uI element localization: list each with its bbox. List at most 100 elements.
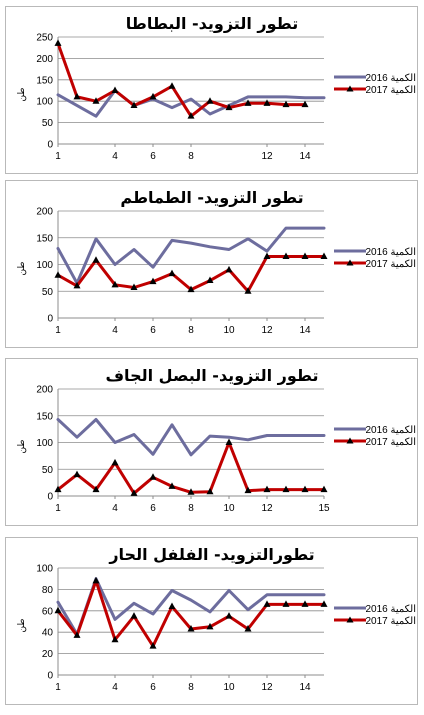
- data-point-marker: [54, 606, 62, 614]
- x-tick-label: 6: [150, 325, 156, 336]
- data-point-marker: [73, 92, 81, 100]
- data-point-marker: [168, 602, 176, 610]
- data-point-marker: [282, 485, 290, 493]
- y-axis-label: طن: [17, 439, 27, 453]
- legend-marker: [346, 259, 354, 266]
- y-tick-label: 150: [36, 233, 53, 244]
- y-tick-label: 150: [36, 411, 53, 422]
- x-tick-label: 14: [299, 325, 311, 336]
- data-point-marker: [244, 99, 252, 106]
- x-tick-label: 14: [299, 151, 311, 162]
- y-tick-label: 100: [36, 260, 53, 271]
- series-line-2016: [56, 577, 326, 636]
- chart-panel-pepper: تطورالتزويد- الفلفل الحار 0 20 40 60 80 100 1 4 6…: [5, 537, 418, 705]
- legend-marker: [346, 85, 354, 92]
- legend-label: 2016 الكمية: [365, 73, 416, 84]
- data-point-marker: [225, 103, 233, 111]
- data-point-marker: [149, 642, 157, 649]
- data-point-marker: [111, 458, 119, 466]
- y-tick-label: 50: [42, 287, 54, 298]
- x-tick-label: 1: [55, 682, 61, 693]
- y-tick-label: 100: [36, 97, 53, 108]
- data-point-marker: [111, 635, 119, 643]
- y-tick-label: 20: [42, 649, 54, 660]
- data-point-marker: [225, 438, 233, 445]
- data-point-marker: [149, 277, 157, 285]
- legend-label: 2017 الكمية: [365, 437, 416, 448]
- data-point-marker: [263, 485, 271, 493]
- chart-title: تطور التزويد- البصل الجاف: [105, 366, 318, 385]
- data-point-marker: [111, 280, 119, 288]
- data-point-marker: [187, 112, 195, 119]
- data-point-marker: [282, 600, 290, 607]
- data-point-marker: [187, 488, 195, 495]
- data-point-marker: [225, 612, 233, 619]
- data-point-marker: [73, 470, 81, 478]
- data-point-marker: [130, 283, 138, 291]
- data-point-marker: [149, 473, 157, 480]
- chart-title: تطور التزويد- البطاطا: [126, 14, 298, 33]
- x-tick-label: 6: [150, 151, 156, 162]
- chart-panel-potato: تطور التزويد- البطاطا 0 50 100 150 200 250 1 4 6 8…: [5, 6, 418, 174]
- legend-label: 2017 الكمية: [365, 616, 416, 627]
- y-tick-label: 0: [47, 671, 53, 682]
- data-point-marker: [320, 485, 328, 493]
- y-tick-label: 50: [42, 118, 54, 129]
- data-point-marker: [301, 485, 309, 493]
- data-point-marker: [54, 485, 62, 493]
- x-tick-label: 12: [261, 503, 273, 514]
- legend-label: 2017 الكمية: [365, 259, 416, 270]
- y-axis-label: طن: [17, 261, 27, 275]
- x-tick-label: 12: [261, 151, 273, 162]
- x-tick-label: 12: [261, 325, 273, 336]
- x-tick-label: 12: [261, 682, 273, 693]
- data-point-marker: [320, 252, 328, 259]
- data-point-marker: [130, 489, 138, 496]
- data-point-marker: [92, 256, 100, 263]
- data-point-marker: [320, 600, 328, 607]
- y-axis-label: طن: [17, 87, 27, 101]
- y-tick-label: 40: [42, 628, 54, 639]
- x-tick-label: 4: [112, 503, 118, 514]
- y-tick-label: 80: [42, 585, 54, 596]
- data-point-marker: [206, 487, 214, 495]
- y-tick-label: 0: [47, 492, 53, 503]
- series-line-2016: [56, 226, 326, 285]
- data-point-marker: [130, 101, 138, 108]
- x-tick-label: 8: [188, 151, 194, 162]
- x-tick-label: 6: [150, 682, 156, 693]
- x-tick-label: 1: [55, 151, 61, 162]
- chart-title: تطورالتزويد- الفلفل الحار: [108, 545, 314, 564]
- x-tick-label: 10: [223, 503, 235, 514]
- data-point-marker: [187, 285, 195, 293]
- x-tick-label: 4: [112, 682, 118, 693]
- x-tick-label: 10: [223, 325, 235, 336]
- x-tick-label: 14: [299, 682, 311, 693]
- data-point-marker: [168, 269, 176, 277]
- data-point-marker: [282, 252, 290, 259]
- chart-title: تطور التزويد- الطماطم: [120, 188, 303, 207]
- data-point-marker: [206, 276, 214, 284]
- data-point-marker: [263, 99, 271, 106]
- data-point-marker: [301, 100, 309, 108]
- data-point-marker: [73, 631, 81, 638]
- y-tick-label: 200: [36, 385, 53, 396]
- data-point-marker: [301, 600, 309, 607]
- x-tick-label: 8: [188, 325, 194, 336]
- data-point-marker: [130, 612, 138, 619]
- data-point-marker: [263, 252, 271, 259]
- y-axis-label: طن: [17, 618, 27, 632]
- y-tick-label: 0: [47, 140, 53, 151]
- y-tick-label: 100: [36, 564, 53, 575]
- x-tick-label: 1: [55, 503, 61, 514]
- y-tick-label: 50: [42, 465, 54, 476]
- x-tick-label: 8: [188, 682, 194, 693]
- x-tick-label: 8: [188, 503, 194, 514]
- x-tick-label: 10: [223, 682, 235, 693]
- y-tick-label: 150: [36, 75, 53, 86]
- data-point-marker: [225, 265, 233, 273]
- legend-marker: [346, 616, 354, 623]
- data-point-marker: [244, 624, 252, 632]
- data-point-marker: [187, 624, 195, 632]
- data-point-marker: [263, 600, 271, 607]
